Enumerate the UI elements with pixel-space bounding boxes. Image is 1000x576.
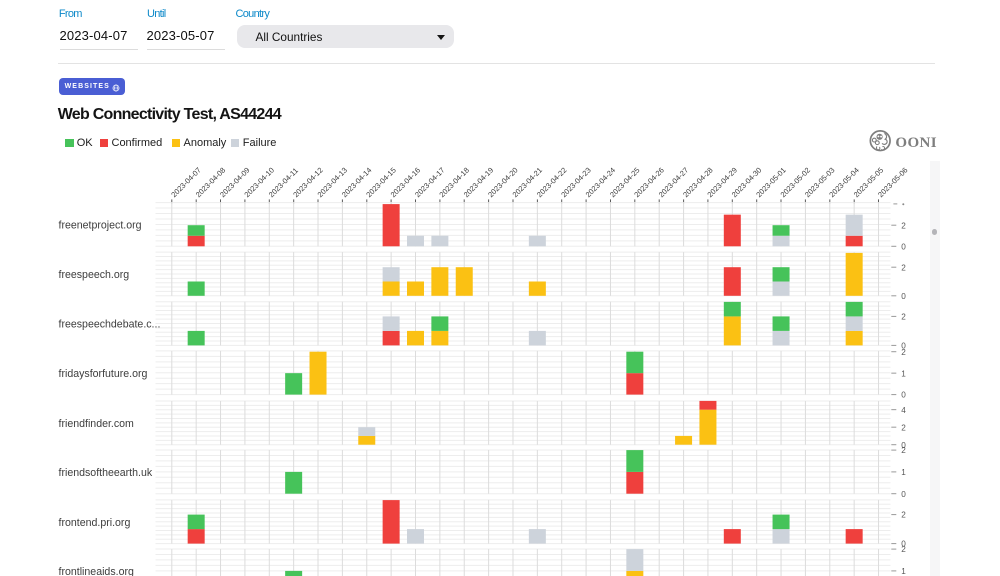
svg-text:2: 2 — [901, 348, 906, 357]
svg-text:1: 1 — [901, 369, 906, 378]
svg-text:OONI: OONI — [895, 135, 937, 151]
svg-text:freespeechdebate.c...: freespeechdebate.c... — [59, 319, 161, 331]
svg-text:friendfinder.com: friendfinder.com — [59, 418, 135, 430]
svg-text:2: 2 — [901, 263, 906, 272]
svg-text:freenetproject.org: freenetproject.org — [59, 219, 142, 231]
svg-text:2: 2 — [901, 423, 906, 432]
svg-text:0: 0 — [901, 391, 906, 400]
svg-text:2: 2 — [901, 221, 906, 230]
svg-text:friendsoftheearth.uk: friendsoftheearth.uk — [59, 467, 153, 479]
svg-text:0: 0 — [901, 292, 906, 301]
svg-text:0: 0 — [901, 441, 906, 450]
svg-text:frontlineaids.org: frontlineaids.org — [59, 566, 134, 576]
svg-text:0: 0 — [901, 242, 906, 251]
svg-text:2: 2 — [901, 545, 906, 554]
svg-text:1: 1 — [901, 567, 906, 576]
svg-text:0: 0 — [901, 342, 906, 351]
svg-text:freespeech.org: freespeech.org — [59, 269, 130, 281]
svg-text:0: 0 — [901, 540, 906, 549]
svg-text:frontend.pri.org: frontend.pri.org — [59, 517, 131, 529]
svg-text:2: 2 — [901, 511, 906, 520]
svg-text:2: 2 — [901, 446, 906, 455]
svg-text:fridaysforfuture.org: fridaysforfuture.org — [59, 368, 148, 380]
svg-text:2: 2 — [901, 313, 906, 322]
svg-text:1: 1 — [901, 468, 906, 477]
svg-text:0: 0 — [901, 490, 906, 499]
svg-text:4: 4 — [901, 406, 906, 415]
